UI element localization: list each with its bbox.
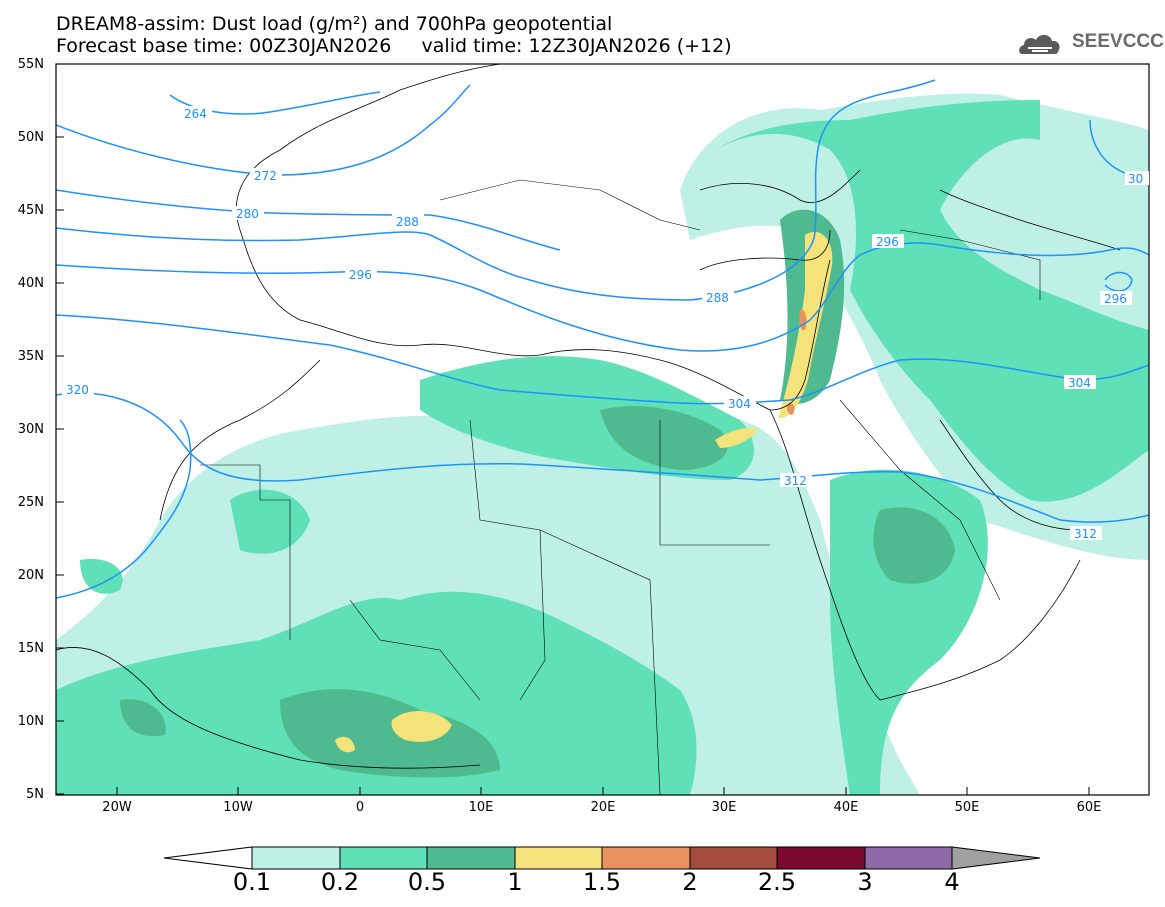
- lon-label: 20W: [102, 800, 132, 815]
- colorbar-label: 4: [944, 868, 960, 896]
- colorbar-bin: [864, 846, 953, 870]
- lat-label: 55N: [17, 57, 44, 72]
- lat-label: 15N: [17, 641, 44, 656]
- colorbar-bin: [689, 846, 778, 870]
- colorbar: [163, 846, 1041, 870]
- colorbar-over-triangle: [951, 846, 1041, 870]
- contour-label: 296: [1104, 292, 1127, 306]
- lon-label: 10E: [468, 800, 494, 815]
- contour-label: 312: [1074, 527, 1097, 541]
- colorbar-bin: [251, 846, 341, 870]
- colorbar-bin: [776, 846, 866, 870]
- lat-label: 5N: [26, 787, 44, 802]
- contour-label: 30: [1128, 172, 1143, 186]
- contour-label: 288: [706, 291, 729, 305]
- contour-label: 272: [254, 169, 277, 183]
- colorbar-label: 0.1: [232, 868, 272, 896]
- colorbar-bin: [601, 846, 691, 870]
- lat-label: 10N: [17, 714, 44, 729]
- colorbar-bin: [339, 846, 428, 870]
- lon-label: 10W: [223, 800, 253, 815]
- lon-label: 20E: [590, 800, 616, 815]
- contour-label: 304: [1068, 376, 1091, 390]
- logo-text: SEEVCCC: [1072, 31, 1164, 52]
- contour-label: 280: [236, 207, 259, 221]
- coastlines: [56, 64, 1121, 769]
- title-line-2: Forecast base time: 00Z30JAN2026 valid t…: [56, 35, 732, 57]
- lon-label: 30E: [711, 800, 737, 815]
- colorbar-label: 2: [682, 868, 698, 896]
- lat-label: 25N: [17, 495, 44, 510]
- colorbar-label: 1: [507, 868, 523, 896]
- contour-label: 320: [66, 383, 89, 397]
- contour-labels: 264 272 280 288 296 304 312 320 288 296 …: [62, 106, 1149, 541]
- colorbar-bin: [514, 846, 603, 870]
- colorbar-label: 0.2: [320, 868, 360, 896]
- colorbar-label: 1.5: [582, 868, 622, 896]
- geopotential-contours: [56, 79, 1149, 599]
- contour-label: 296: [876, 235, 899, 249]
- lon-label: 60E: [1076, 800, 1102, 815]
- lon-label: 40E: [833, 800, 859, 815]
- lat-label: 35N: [17, 349, 44, 364]
- lon-label: 0: [355, 800, 365, 815]
- contour-label: 304: [728, 397, 751, 411]
- colorbar-label: 0.5: [407, 868, 447, 896]
- axis-ticks: [56, 63, 1090, 795]
- contour-label: 312: [784, 474, 807, 488]
- lon-label: 50E: [954, 800, 980, 815]
- lat-label: 30N: [17, 422, 44, 437]
- colorbar-under-triangle: [163, 846, 253, 870]
- lat-label: 45N: [17, 203, 44, 218]
- colorbar-label: 3: [857, 868, 873, 896]
- title-line-1: DREAM8-assim: Dust load (g/m²) and 700hP…: [56, 13, 613, 35]
- contour-label: 264: [184, 107, 207, 121]
- contour-label: 296: [349, 268, 372, 282]
- contour-label: 288: [396, 215, 419, 229]
- colorbar-label: 2.5: [757, 868, 797, 896]
- colorbar-bin: [426, 846, 516, 870]
- lat-label: 40N: [17, 276, 44, 291]
- lat-label: 20N: [17, 568, 44, 583]
- cloud-icon: [1019, 34, 1060, 54]
- country-borders: [200, 179, 1041, 795]
- lat-label: 50N: [17, 130, 44, 145]
